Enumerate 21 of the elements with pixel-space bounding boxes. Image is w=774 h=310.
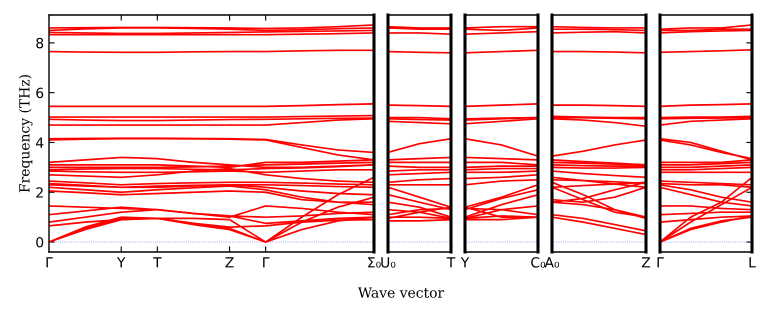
x-tick-label: Γ [263, 257, 270, 268]
x-tick-label: U₀ [381, 257, 396, 268]
y-tick-label: 0 [36, 237, 44, 248]
x-tick-label: Y [116, 257, 126, 268]
x-tick-label: Σ₀ [368, 257, 381, 268]
x-axis-title: Wave vector [358, 287, 444, 298]
x-tick-label: Γ [657, 257, 664, 268]
x-tick-label: Γ [46, 257, 53, 268]
x-tick-label: T [446, 257, 456, 268]
x-tick-label: T [153, 257, 162, 268]
y-tick-label: 8 [36, 38, 44, 48]
y-axis-title: Frequency (THz) [18, 75, 33, 192]
x-tick-label: A₀ [544, 257, 560, 268]
x-tick-label: Y [460, 257, 470, 268]
x-tick-label: C₀ [531, 257, 546, 268]
y-tick-label: 2 [36, 187, 43, 198]
y-tick-label: 6 [36, 88, 44, 98]
x-tick-label: Z [225, 257, 234, 268]
x-tick-label: L [749, 257, 756, 268]
y-tick-label: 4 [36, 138, 44, 148]
x-tick-label: Z [642, 257, 650, 268]
